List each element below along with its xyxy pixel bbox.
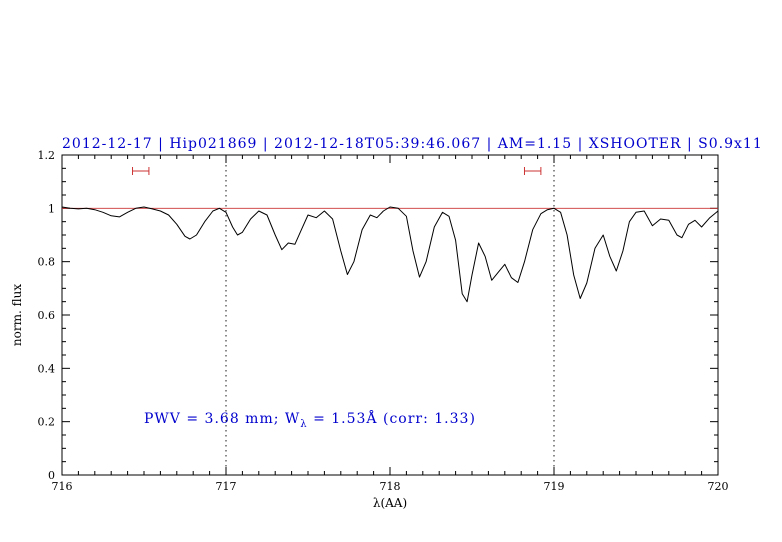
y-tick-label: 0.6: [38, 309, 56, 322]
y-tick-label: 0: [48, 469, 55, 482]
y-tick-label: 1: [48, 202, 55, 215]
y-tick-label: 0.8: [38, 256, 56, 269]
x-tick-label: 716: [52, 480, 73, 493]
pwv-annotation-suffix: = 1.53Å (corr: 1.33): [307, 411, 476, 427]
y-tick-label: 1.2: [38, 149, 56, 162]
spectrum-line: [61, 206, 719, 303]
pwv-annotation-subscript: λ: [300, 418, 308, 430]
x-tick-label: 718: [380, 480, 401, 493]
pwv-annotation-prefix: PWV = 3.68 mm; W: [144, 411, 301, 427]
x-tick-label: 717: [216, 480, 237, 493]
x-tick-label: 720: [708, 480, 729, 493]
x-tick-label: 719: [544, 480, 565, 493]
pwv-annotation: PWV = 3.68 mm; Wλ = 1.53Å (corr: 1.33): [144, 411, 476, 430]
x-axis-label: λ(AA): [372, 496, 408, 510]
y-tick-label: 0.2: [38, 416, 56, 429]
plot-frame: [61, 154, 719, 476]
plot-title: 2012-12-17 | Hip021869 | 2012-12-18T05:3…: [62, 136, 763, 152]
y-tick-label: 0.4: [38, 362, 56, 375]
